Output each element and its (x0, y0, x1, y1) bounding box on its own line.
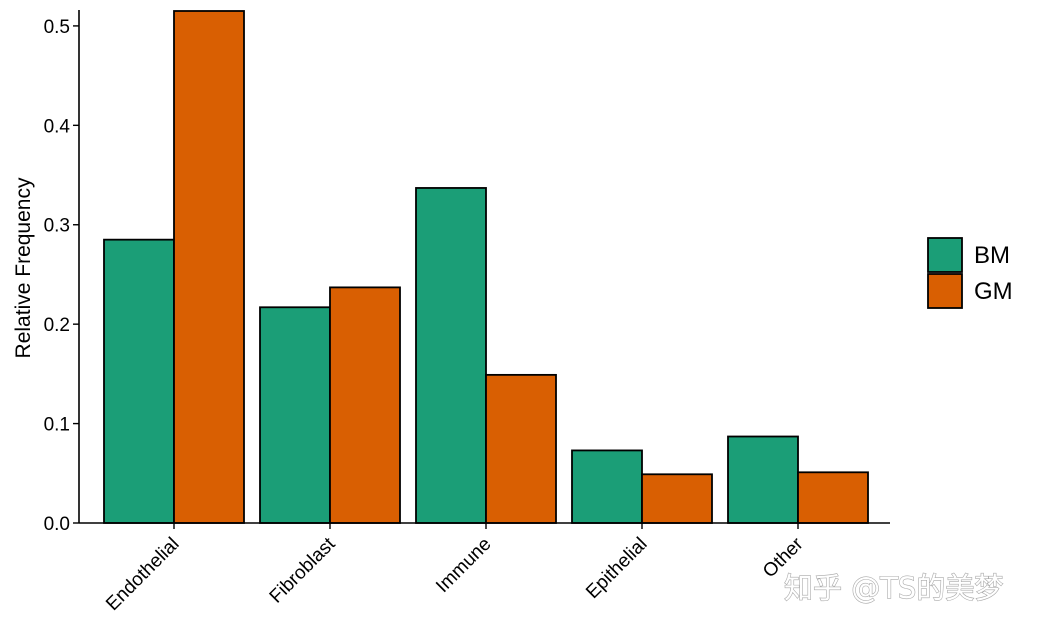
bar-gm-immune (485, 373, 557, 524)
legend: BM GM (927, 237, 1013, 309)
bar-gm-epithelial (641, 473, 713, 524)
bar-gm-fibroblast (329, 286, 401, 524)
bar-gm-other (797, 471, 869, 524)
legend-key-gm (927, 273, 963, 309)
x-tick-label: Fibroblast (266, 533, 340, 607)
bar-bm-fibroblast (259, 306, 331, 524)
x-tick-label: Epithelial (582, 534, 651, 603)
y-axis-title: Relative Frequency (12, 177, 35, 358)
bar-gm-endothelial (173, 10, 245, 524)
y-tick-label: 0.1 (44, 415, 70, 436)
x-tick-label: Immune (432, 534, 495, 597)
y-tick-label: 0.3 (44, 216, 70, 237)
y-tick-label: 0.0 (44, 514, 70, 535)
x-axis-ticks: Endothelial Fibroblast Immune Epithelial Oth… (102, 523, 808, 615)
legend-label-bm: BM (974, 242, 1010, 269)
y-tick-label: 0.4 (44, 116, 71, 137)
bar-bm-other (727, 435, 799, 524)
y-axis-ticks: 0.0 0.1 0.2 0.3 0.4 0.5 (44, 17, 79, 535)
bar-bm-immune (415, 187, 487, 524)
bars (103, 10, 869, 524)
legend-label-gm: GM (974, 278, 1013, 305)
bar-bm-endothelial (103, 238, 175, 524)
legend-key-bm (927, 237, 963, 273)
y-tick-label: 0.2 (44, 315, 70, 336)
bar-bm-epithelial (571, 449, 643, 524)
watermark: 知乎 @TS的美梦 (784, 571, 1003, 605)
x-tick-label: Endothelial (102, 534, 183, 615)
y-tick-label: 0.5 (44, 17, 70, 38)
